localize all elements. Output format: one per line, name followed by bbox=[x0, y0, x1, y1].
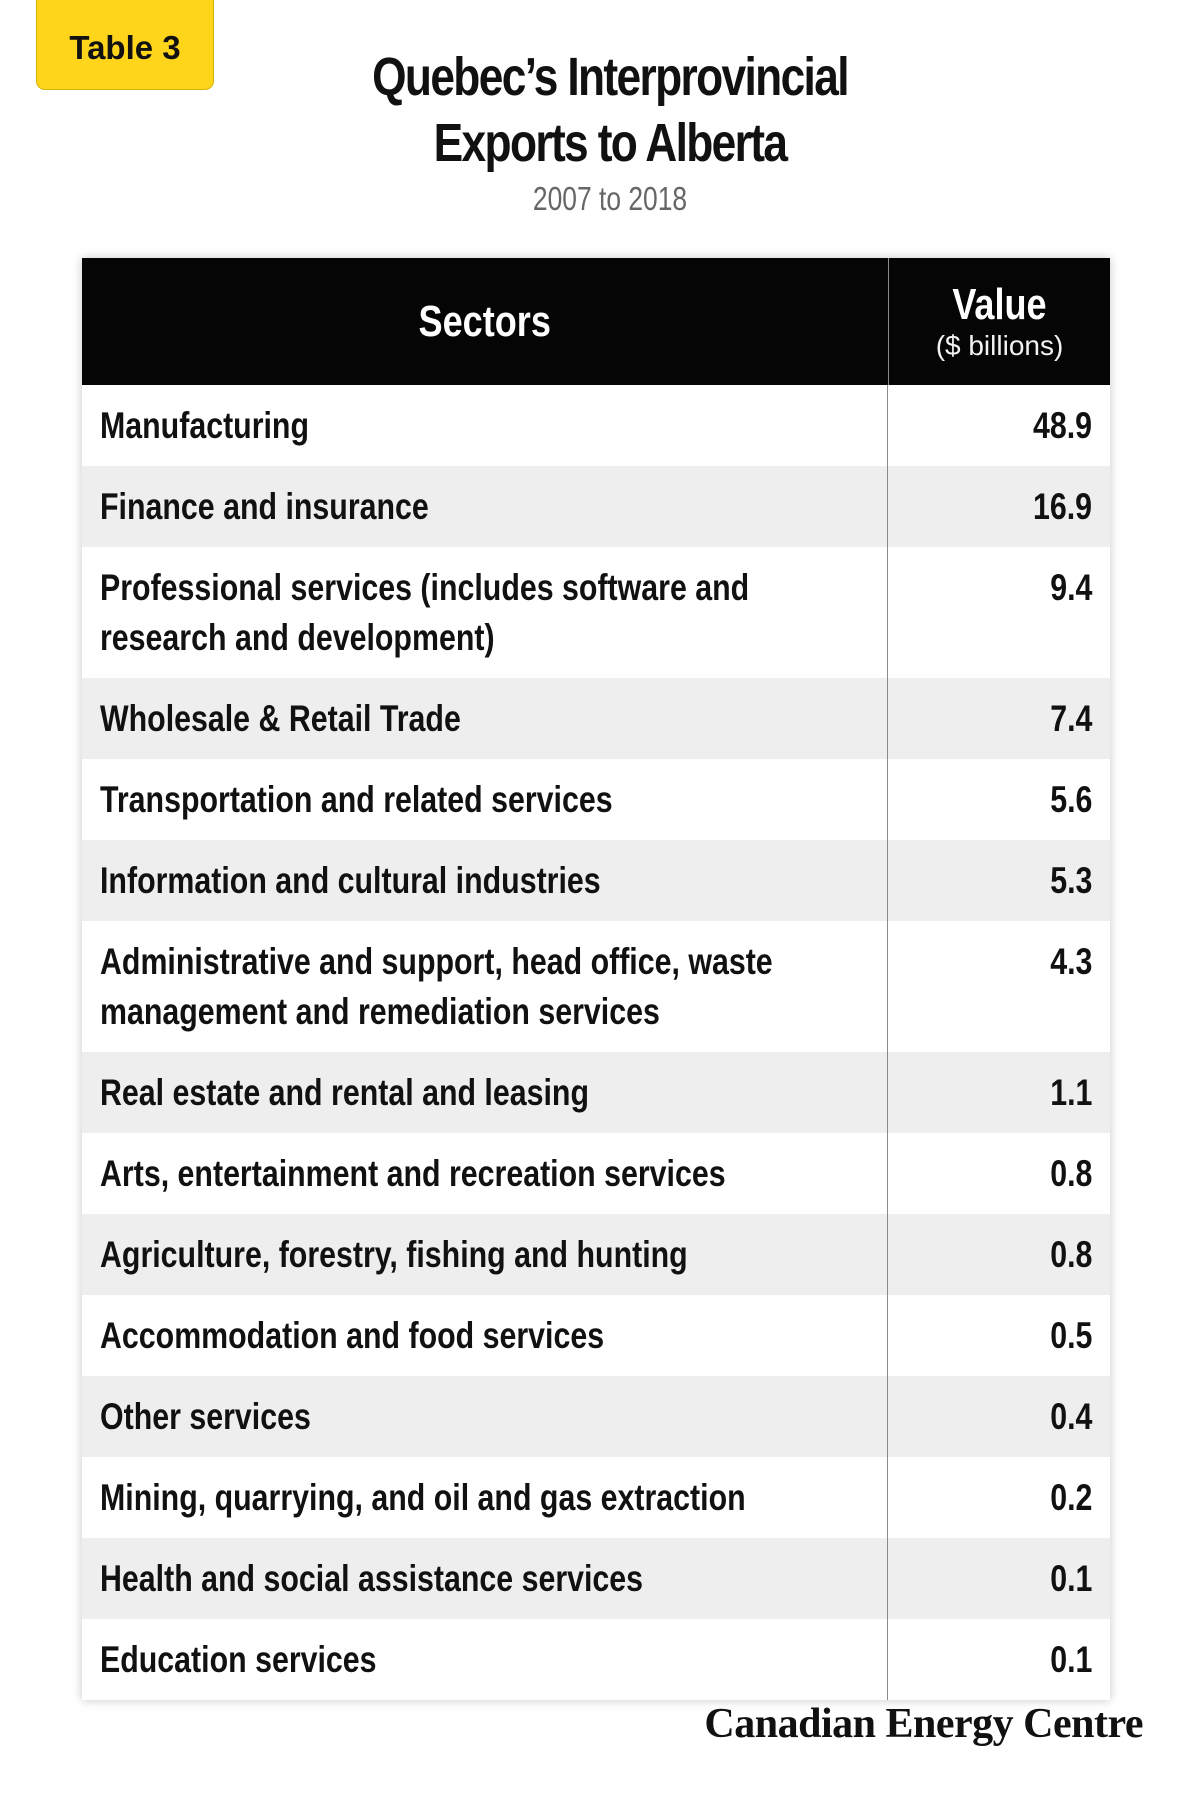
table-row: Transportation and related services 5.6 bbox=[82, 759, 1110, 840]
sector-cell: Wholesale & Retail Trade bbox=[82, 678, 888, 759]
table-body: Manufacturing 48.9 Finance and insurance 16… bbox=[82, 385, 1110, 1700]
page-title: Quebec’s Interprovincial Exports to Albe… bbox=[372, 47, 849, 173]
sector-cell: Health and social assistance services bbox=[82, 1538, 888, 1619]
table-row: Education services 0.1 bbox=[82, 1619, 1110, 1700]
brand-logo-text: Canadian Energy Centre bbox=[704, 1701, 1143, 1747]
value-label: 0.8 bbox=[1049, 1234, 1092, 1275]
value-cell: 0.5 bbox=[888, 1295, 1110, 1376]
value-cell: 0.4 bbox=[888, 1376, 1110, 1457]
table-row: Administrative and support, head office,… bbox=[82, 921, 1110, 1052]
table-row: Mining, quarrying, and oil and gas extra… bbox=[82, 1457, 1110, 1538]
sector-cell: Professional services (includes software… bbox=[82, 547, 888, 678]
value-cell: 0.1 bbox=[888, 1619, 1110, 1700]
table-row: Agriculture, forestry, fishing and hunti… bbox=[82, 1214, 1110, 1295]
sector-cell: Other services bbox=[82, 1376, 888, 1457]
value-cell: 7.4 bbox=[888, 678, 1110, 759]
value-label: 0.5 bbox=[1049, 1315, 1092, 1356]
table-number-badge: Table 3 bbox=[36, 0, 214, 90]
sector-label: Arts, entertainment and recreation servi… bbox=[100, 1153, 726, 1194]
sector-cell: Mining, quarrying, and oil and gas extra… bbox=[82, 1457, 888, 1538]
value-label: 7.4 bbox=[1049, 698, 1092, 739]
sector-cell: Finance and insurance bbox=[82, 466, 888, 547]
value-cell: 1.1 bbox=[888, 1052, 1110, 1133]
sector-label: Finance and insurance bbox=[100, 486, 429, 527]
value-header-unit: ($ billions) bbox=[935, 329, 1064, 361]
sector-label: Mining, quarrying, and oil and gas extra… bbox=[100, 1477, 746, 1518]
sector-label: Health and social assistance services bbox=[100, 1558, 644, 1599]
sector-cell: Agriculture, forestry, fishing and hunti… bbox=[82, 1214, 888, 1295]
value-cell: 0.8 bbox=[888, 1133, 1110, 1214]
value-cell: 4.3 bbox=[888, 921, 1110, 1052]
value-cell: 0.8 bbox=[888, 1214, 1110, 1295]
sector-label: Education services bbox=[100, 1639, 377, 1680]
sector-label: Professional services (includes software… bbox=[100, 567, 750, 658]
table-row: Arts, entertainment and recreation servi… bbox=[82, 1133, 1110, 1214]
sector-label: Transportation and related services bbox=[100, 779, 613, 820]
sector-label: Accommodation and food services bbox=[100, 1315, 605, 1356]
value-label: 0.2 bbox=[1049, 1477, 1092, 1518]
table-row: Professional services (includes software… bbox=[82, 547, 1110, 678]
value-label: 0.1 bbox=[1049, 1639, 1092, 1680]
table-row: Real estate and rental and leasing 1.1 bbox=[82, 1052, 1110, 1133]
value-label: 48.9 bbox=[1032, 405, 1092, 446]
sectors-column-header: Sectors bbox=[82, 258, 889, 385]
value-cell: 48.9 bbox=[888, 385, 1110, 466]
value-label: 5.3 bbox=[1049, 860, 1092, 901]
table-row: Wholesale & Retail Trade 7.4 bbox=[82, 678, 1110, 759]
value-label: 0.1 bbox=[1049, 1558, 1092, 1599]
value-cell: 9.4 bbox=[888, 547, 1110, 678]
value-label: 16.9 bbox=[1032, 486, 1092, 527]
table-row: Finance and insurance 16.9 bbox=[82, 466, 1110, 547]
sector-cell: Manufacturing bbox=[82, 385, 888, 466]
value-cell: 5.6 bbox=[888, 759, 1110, 840]
value-label: 4.3 bbox=[1049, 941, 1092, 982]
value-cell: 5.3 bbox=[888, 840, 1110, 921]
value-cell: 16.9 bbox=[888, 466, 1110, 547]
table-row: Health and social assistance services 0.1 bbox=[82, 1538, 1110, 1619]
sector-cell: Education services bbox=[82, 1619, 888, 1700]
table-row: Manufacturing 48.9 bbox=[82, 385, 1110, 466]
table-row: Other services 0.4 bbox=[82, 1376, 1110, 1457]
value-column-header: Value ($ billions) bbox=[889, 258, 1110, 385]
sector-label: Other services bbox=[100, 1396, 311, 1437]
sector-label: Administrative and support, head office,… bbox=[100, 941, 773, 1032]
sector-label: Wholesale & Retail Trade bbox=[100, 698, 461, 739]
table-row: Accommodation and food services 0.5 bbox=[82, 1295, 1110, 1376]
sector-cell: Administrative and support, head office,… bbox=[82, 921, 888, 1052]
value-label: 0.8 bbox=[1049, 1153, 1092, 1194]
exports-table: Sectors Value ($ billions) Manufacturing… bbox=[82, 258, 1110, 1700]
sector-cell: Accommodation and food services bbox=[82, 1295, 888, 1376]
value-header-label: Value bbox=[952, 279, 1047, 329]
sector-label: Manufacturing bbox=[100, 405, 310, 446]
table-row: Information and cultural industries 5.3 bbox=[82, 840, 1110, 921]
value-label: 1.1 bbox=[1049, 1072, 1092, 1113]
sector-cell: Arts, entertainment and recreation servi… bbox=[82, 1133, 888, 1214]
value-cell: 0.2 bbox=[888, 1457, 1110, 1538]
table-header: Sectors Value ($ billions) bbox=[82, 258, 1110, 385]
sector-label: Information and cultural industries bbox=[100, 860, 601, 901]
sector-cell: Transportation and related services bbox=[82, 759, 888, 840]
value-label: 9.4 bbox=[1049, 567, 1092, 608]
sector-label: Real estate and rental and leasing bbox=[100, 1072, 589, 1113]
page-subtitle: 2007 to 2018 bbox=[532, 180, 688, 217]
value-label: 0.4 bbox=[1049, 1396, 1092, 1437]
sectors-header-label: Sectors bbox=[418, 296, 552, 346]
sector-cell: Real estate and rental and leasing bbox=[82, 1052, 888, 1133]
sector-label: Agriculture, forestry, fishing and hunti… bbox=[100, 1234, 688, 1275]
table-number-label: Table 3 bbox=[69, 28, 181, 66]
value-label: 5.6 bbox=[1049, 779, 1092, 820]
value-cell: 0.1 bbox=[888, 1538, 1110, 1619]
sector-cell: Information and cultural industries bbox=[82, 840, 888, 921]
